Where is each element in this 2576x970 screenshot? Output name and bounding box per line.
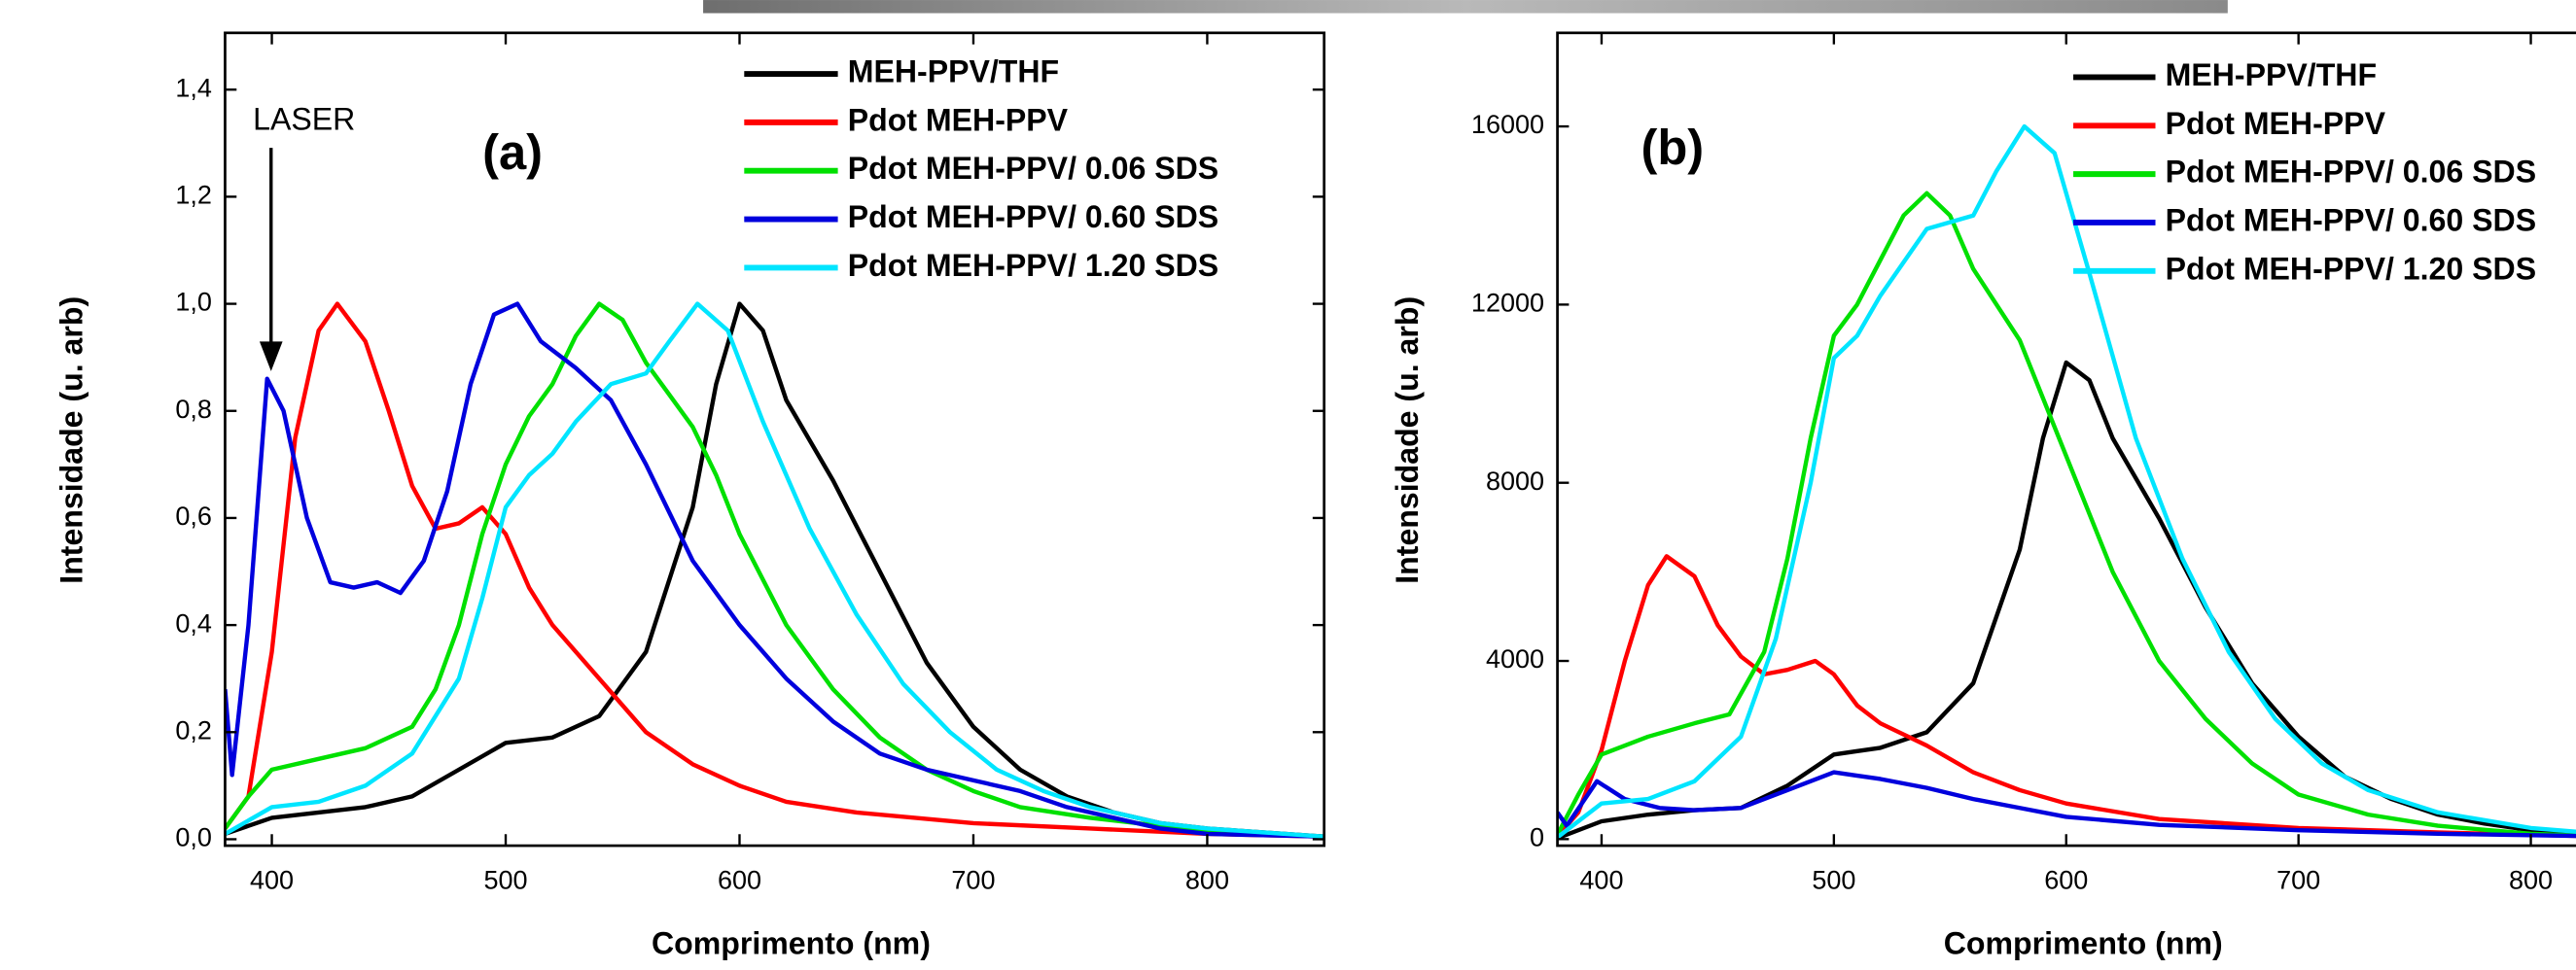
plot-lines <box>225 301 1324 839</box>
legend-label: Pdot MEH-PPV <box>2166 106 2386 141</box>
line-series <box>1557 770 2576 839</box>
y-tick-label: 0,0 <box>175 823 212 852</box>
plot-lines <box>1557 123 2576 841</box>
y-tick-label: 1,2 <box>175 181 212 210</box>
line-series <box>225 301 1324 839</box>
x-tick-label: 500 <box>1812 865 1855 894</box>
line-series <box>225 301 1324 839</box>
x-tick-label: 400 <box>1579 865 1623 894</box>
y-tick-label: 0 <box>1530 822 1544 851</box>
x-axis-title: Comprimento (nm) <box>1944 926 2223 961</box>
y-tick-label: 16000 <box>1471 110 1544 139</box>
line-series <box>1557 191 2576 840</box>
x-tick-label: 600 <box>718 865 761 894</box>
x-tick-label: 500 <box>483 865 527 894</box>
legend-label: Pdot MEH-PPV/ 1.20 SDS <box>848 248 1218 283</box>
chart: 400 500 600 700 800 0,0 0,2 0,4 0,6 0,8 1,0 1,2 1,4 C… <box>54 31 1326 961</box>
x-axis-title: Comprimento (nm) <box>652 926 931 961</box>
legend-label: Pdot MEH-PPV/ 0.06 SDS <box>848 151 1218 186</box>
legend-label: MEH-PPV/THF <box>848 54 1059 89</box>
y-tick-label: 0,2 <box>175 715 212 745</box>
legend-label: Pdot MEH-PPV/ 0.60 SDS <box>848 199 1218 234</box>
line-series <box>225 301 1324 839</box>
x-tick-label: 800 <box>2509 865 2553 894</box>
x-tick-label: 400 <box>250 865 294 894</box>
y-tick-label: 0,6 <box>175 502 212 531</box>
plot-frame <box>1556 31 2576 848</box>
line-series <box>225 301 1324 839</box>
annotation: LASER <box>253 102 355 137</box>
line-series <box>225 301 1324 839</box>
panel-label: (a) <box>482 124 543 180</box>
y-tick-label: 1,0 <box>175 288 212 317</box>
x-tick-label: 800 <box>1185 865 1229 894</box>
legend-label: Pdot MEH-PPV/ 0.60 SDS <box>2166 202 2536 237</box>
plot-frame <box>224 31 1326 848</box>
arrow-head <box>259 341 283 371</box>
y-tick-label: 8000 <box>1486 467 1544 496</box>
y-tick-label: 0,8 <box>175 395 212 424</box>
x-tick-label: 700 <box>2276 865 2320 894</box>
legend-label: MEH-PPV/THF <box>2166 57 2377 92</box>
y-tick-label: 12000 <box>1471 289 1544 318</box>
x-tick-label: 600 <box>2044 865 2088 894</box>
legend-label: Pdot MEH-PPV/ 0.06 SDS <box>2166 155 2536 190</box>
panel-label: (b) <box>1641 120 1704 175</box>
y-axis-title: Intensidade (u. arb) <box>54 296 89 584</box>
y-tick-label: 4000 <box>1486 644 1544 674</box>
x-tick-label: 700 <box>951 865 995 894</box>
legend-label: Pdot MEH-PPV <box>848 102 1069 137</box>
photo-strip <box>703 0 2228 14</box>
line-series <box>1557 554 2576 840</box>
y-tick-label: 1,4 <box>175 73 212 102</box>
line-series <box>1557 123 2576 841</box>
chart: 400 500 600 700 8000400080001200016000Compri… <box>1390 31 2576 961</box>
legend-label: Pdot MEH-PPV/ 1.20 SDS <box>2166 251 2536 286</box>
y-axis-title: Intensidade (u. arb) <box>1390 296 1425 584</box>
y-tick-label: 0,4 <box>175 608 212 638</box>
